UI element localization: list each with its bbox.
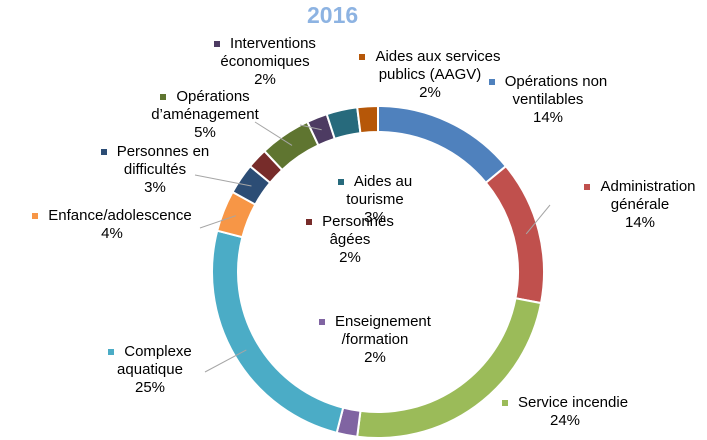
value-label: 3% (144, 179, 166, 196)
category-label: Administration générale (600, 178, 696, 213)
data-label: Complexe aquatique 25% (85, 343, 215, 397)
legend-marker (32, 213, 39, 220)
data-label: Aides au tourisme 3% (320, 173, 430, 227)
value-label: 14% (532, 109, 564, 126)
value-label: 24% (549, 412, 581, 429)
category-label: Aides au tourisme (346, 173, 413, 208)
category-label: Opérations non ventilables (504, 73, 608, 108)
legend-marker (359, 54, 366, 61)
data-label: Enseignement /formation 2% (295, 313, 455, 367)
data-label: Administration générale 14% (575, 178, 705, 232)
legend-marker (319, 319, 326, 326)
data-label: Interventions économiques 2% (200, 35, 330, 89)
category-label: Enseignement /formation (335, 313, 431, 348)
category-label: Interventions économiques (220, 35, 316, 70)
category-label: Aides aux services publics (AAGV) (375, 48, 501, 83)
legend-marker (100, 149, 107, 156)
value-label: 3% (364, 209, 386, 226)
data-label: Personnes âgées 2% (295, 213, 405, 267)
value-label: 2% (419, 84, 441, 101)
legend-marker (501, 400, 508, 407)
category-label: Opérations d’aménagement (151, 88, 259, 123)
value-label: 2% (364, 349, 386, 366)
donut-segment (484, 164, 545, 305)
legend-marker (160, 94, 167, 101)
legend-marker (214, 41, 221, 48)
chart-title: 2016 (307, 2, 359, 28)
donut-segment (356, 104, 379, 135)
category-label: Enfance/adolescence (48, 207, 192, 224)
data-label: Personnes en difficultés 3% (85, 143, 225, 197)
value-label: 25% (134, 379, 166, 396)
legend-marker (337, 179, 344, 186)
category-label: Personnes en difficultés (116, 143, 210, 178)
value-label: 5% (194, 124, 216, 141)
data-label: Opérations non ventilables 14% (478, 73, 618, 127)
legend-marker (306, 219, 313, 226)
value-label: 2% (339, 249, 361, 266)
value-label: 4% (101, 225, 123, 242)
legend-marker (584, 184, 591, 191)
data-label: Service incendie 24% (485, 394, 645, 430)
category-label: Service incendie (517, 394, 629, 411)
value-label: 2% (254, 71, 276, 88)
leader-line (299, 124, 322, 131)
data-label: Aides aux services publics (AAGV) 2% (355, 48, 505, 102)
category-label: Complexe aquatique (117, 343, 192, 378)
leader-line (525, 204, 551, 235)
data-label: Enfance/adolescence 4% (32, 207, 192, 243)
data-label: Opérations d’aménagement 5% (125, 88, 285, 142)
leader-line (254, 121, 293, 146)
legend-marker (488, 79, 495, 86)
leader-line (204, 349, 247, 373)
legend-marker (108, 349, 115, 356)
category-label: Personnes âgées (322, 213, 394, 248)
leader-line (194, 174, 252, 187)
value-label: 14% (624, 214, 656, 231)
leader-line (199, 215, 236, 229)
